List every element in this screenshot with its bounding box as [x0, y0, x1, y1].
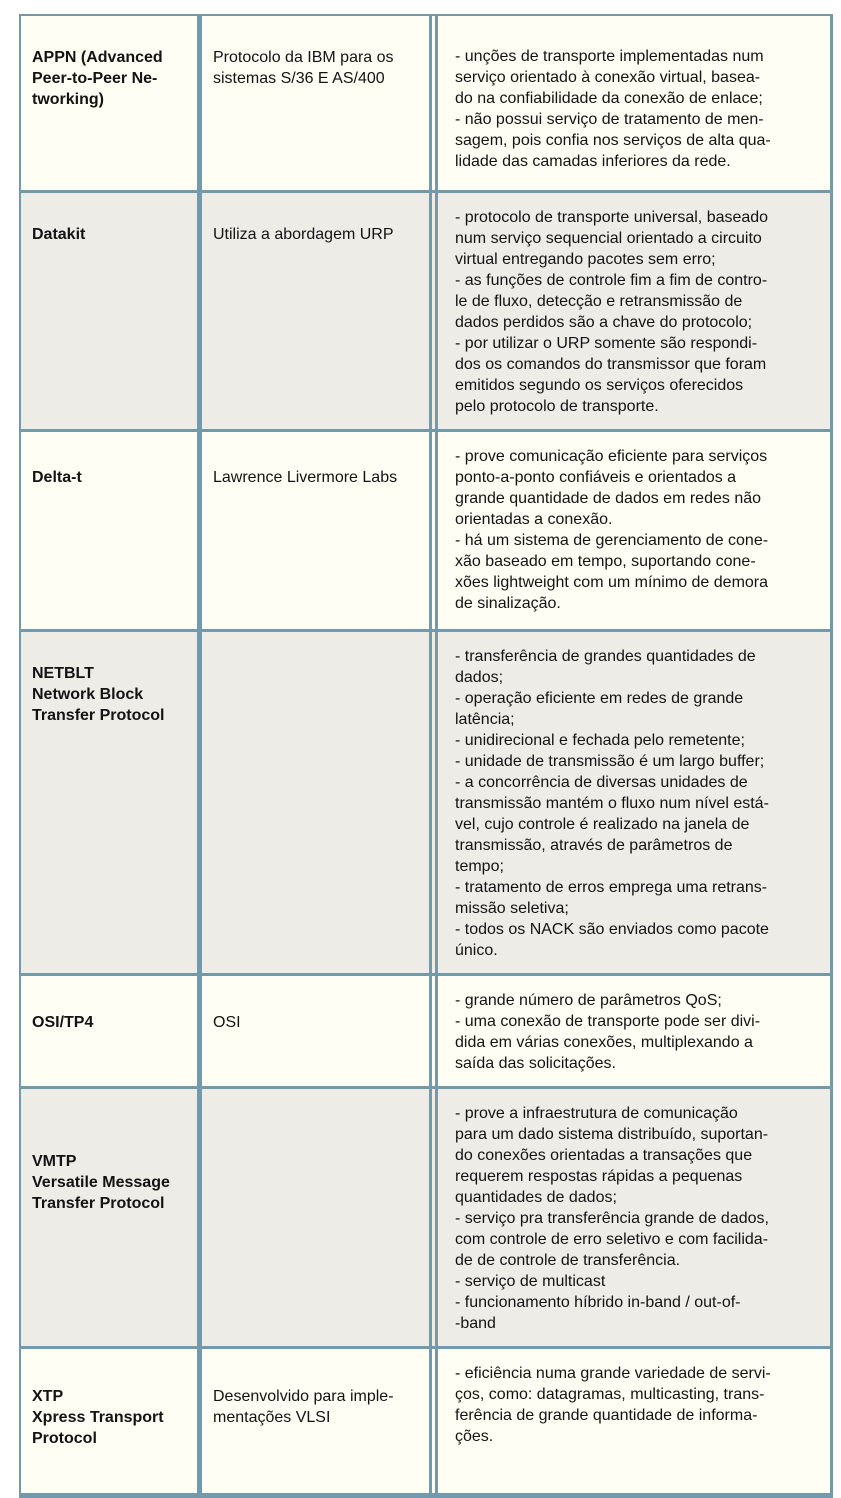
table-row: NETBLT Network Block Transfer Protocol -… — [21, 629, 830, 973]
table-row: OSI/TP4 OSI - grande número de parâmetro… — [21, 973, 830, 1086]
protocol-comparison-table: APPN (Advanced Peer-to-Peer Ne- tworking… — [19, 14, 833, 1498]
protocol-name-cell: NETBLT Network Block Transfer Protocol — [21, 632, 202, 973]
protocol-origin-cell: Desenvolvido para imple- mentações VLSI — [202, 1349, 438, 1493]
protocol-name-cell: APPN (Advanced Peer-to-Peer Ne- tworking… — [21, 16, 202, 190]
protocol-origin-cell — [202, 1089, 438, 1346]
protocol-origin-cell: Protocolo da IBM para os sistemas S/36 E… — [202, 16, 438, 190]
protocol-name-cell: Delta-t — [21, 432, 202, 629]
protocol-features-cell: - unções de transporte implementadas num… — [455, 48, 771, 170]
protocol-features-cell: - transferência de grandes quantidades d… — [455, 648, 769, 959]
protocol-name-cell: Datakit — [21, 193, 202, 429]
protocol-origin-cell: OSI — [202, 976, 438, 1086]
table-row: XTP Xpress Transport Protocol Desenvolvi… — [21, 1346, 830, 1493]
table-row: Datakit Utiliza a abordagem URP - protoc… — [21, 190, 830, 429]
protocol-features-cell: - protocolo de transporte universal, bas… — [455, 209, 769, 415]
protocol-features-cell: - prove comunicação eficiente para servi… — [455, 448, 769, 612]
table-row: Delta-t Lawrence Livermore Labs - prove … — [21, 429, 830, 629]
protocol-features-cell: - grande número de parâmetros QoS; - uma… — [455, 992, 761, 1072]
protocol-name-cell: VMTP Versatile Message Transfer Protocol — [21, 1089, 202, 1346]
protocol-origin-cell — [202, 632, 438, 973]
table-row: APPN (Advanced Peer-to-Peer Ne- tworking… — [21, 16, 830, 190]
table-row: VMTP Versatile Message Transfer Protocol… — [21, 1086, 830, 1346]
protocol-name-cell: OSI/TP4 — [21, 976, 202, 1086]
protocol-origin-cell: Utiliza a abordagem URP — [202, 193, 438, 429]
protocol-origin-cell: Lawrence Livermore Labs — [202, 432, 438, 629]
protocol-features-cell: - prove a infraestrutura de comunicação … — [455, 1105, 769, 1332]
protocol-name-cell: XTP Xpress Transport Protocol — [21, 1349, 202, 1493]
protocol-features-cell: - eficiência numa grande variedade de se… — [455, 1365, 771, 1445]
